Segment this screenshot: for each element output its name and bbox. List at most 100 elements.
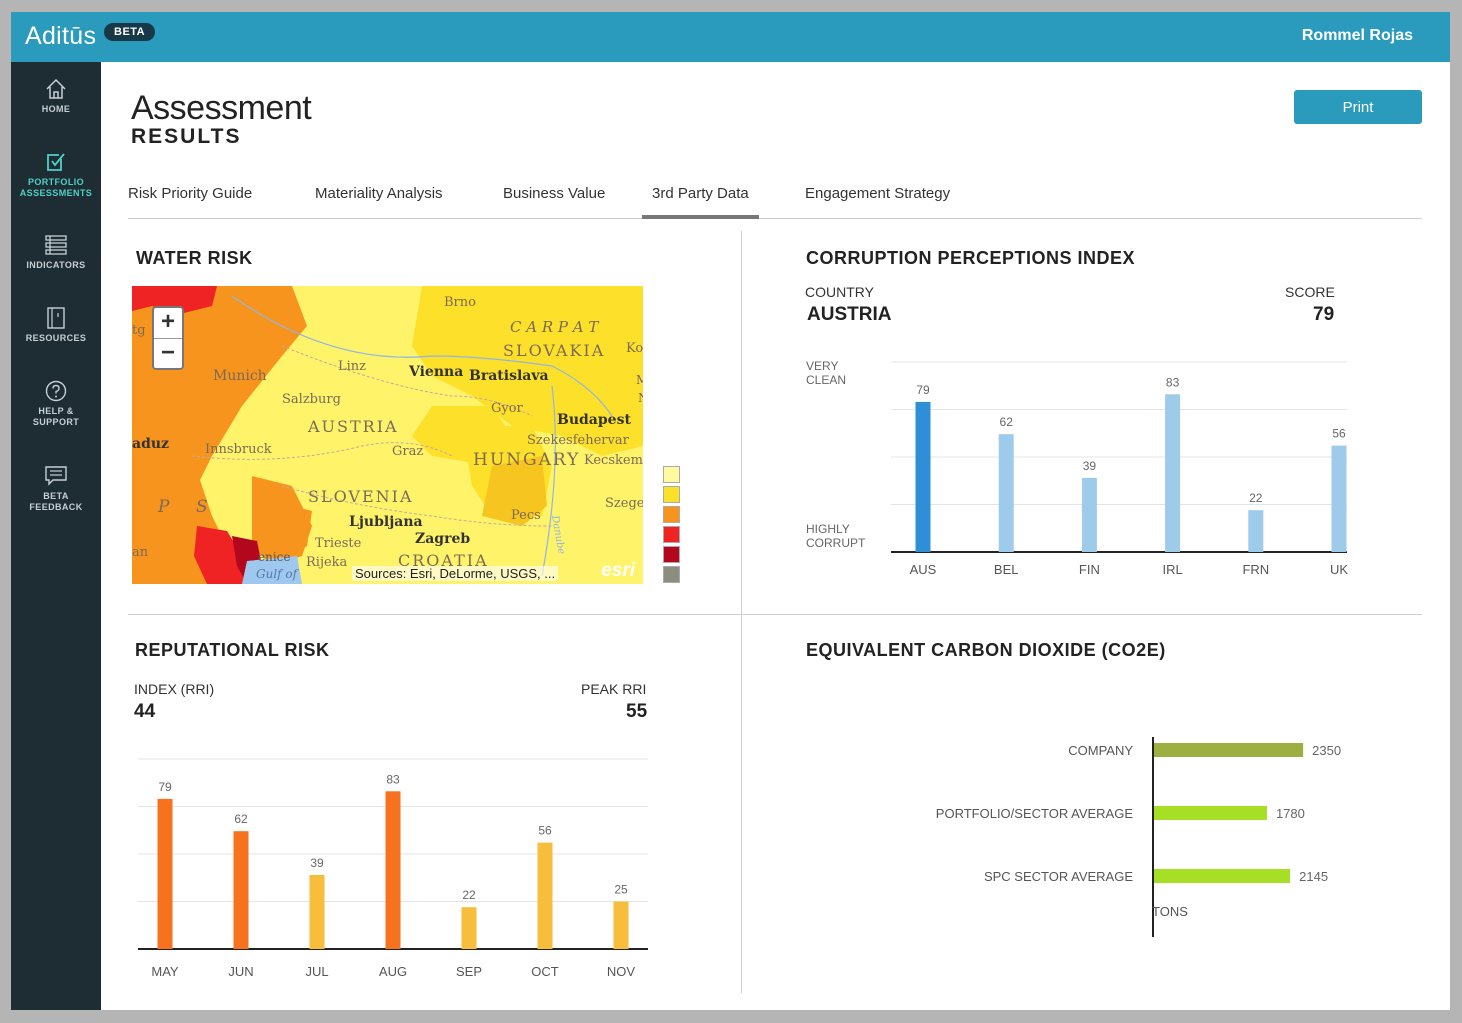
index-label: INDEX (RRI)	[134, 681, 215, 697]
vertical-divider	[741, 231, 742, 993]
map-label: M	[636, 373, 643, 387]
map-label: Ljubljana	[349, 514, 423, 530]
user-name[interactable]: Rommel Rojas	[1301, 27, 1413, 44]
tick-label: IRL	[1162, 562, 1182, 577]
sidebar-item-label: INDICATORS	[26, 260, 86, 270]
bar	[998, 434, 1014, 552]
peak-label: PEAK RRI	[581, 681, 647, 697]
map-label: enice	[258, 550, 291, 564]
sidebar-item-indicators[interactable]: INDICATORS	[11, 234, 101, 271]
sidebar-item-label: BETA	[43, 491, 69, 501]
print-button[interactable]: Print	[1294, 90, 1422, 124]
sidebar-item-label: HELP &	[38, 406, 74, 416]
data-label: 22	[462, 888, 476, 902]
legend-swatch	[663, 486, 680, 503]
map-label: Kecskeme	[584, 453, 643, 468]
map-label: an	[132, 545, 149, 560]
data-label: 62	[234, 812, 248, 826]
tick-label: AUG	[379, 964, 407, 979]
sidebar-item-help-support[interactable]: HELP & SUPPORT	[11, 380, 101, 428]
bar	[1154, 806, 1267, 820]
data-label: 39	[310, 856, 324, 870]
horizontal-divider	[128, 614, 1422, 615]
co2e-chart: COMPANY 2350 PORTFOLIO/SECTOR AVERAGE 1780 S…	[936, 737, 1341, 937]
bar	[1248, 510, 1264, 552]
tab-engagement-strategy[interactable]: Engagement Strategy	[805, 185, 951, 202]
map-label: Munich	[213, 368, 267, 384]
map-label: Vienna	[408, 364, 463, 380]
legend-swatch	[663, 526, 680, 543]
map-label: Bratislava	[469, 368, 549, 384]
app-window: Aditūs BETA Rommel Rojas HOME PORTFOLIO …	[11, 12, 1450, 1010]
data-label: 25	[614, 883, 628, 897]
country-value: AUSTRIA	[807, 304, 892, 325]
top-bar: Aditūs BETA Rommel Rojas	[11, 12, 1450, 62]
list-icon	[45, 235, 67, 255]
data-label: 83	[1166, 375, 1180, 389]
map-zoom-control: + −	[152, 306, 184, 370]
sidebar-item-resources[interactable]: RESOURCES	[11, 307, 101, 344]
score-label: SCORE	[1285, 284, 1335, 300]
tick-label: JUL	[305, 964, 328, 979]
tick-label: NOV	[607, 964, 636, 979]
score-value: 79	[1313, 304, 1335, 325]
map-label: Zagreb	[415, 531, 470, 547]
data-label: 83	[386, 772, 400, 786]
bar	[385, 791, 401, 949]
tab-materiality-analysis[interactable]: Materiality Analysis	[315, 185, 443, 202]
map-label: AUSTRIA	[307, 417, 399, 436]
zoom-in-button[interactable]: +	[160, 308, 175, 335]
sidebar-item-beta-feedback[interactable]: BETA FEEDBACK	[11, 465, 101, 513]
peak-value: 55	[626, 701, 648, 722]
bar	[1331, 445, 1347, 552]
axis-label-highly: HIGHLY	[806, 522, 850, 536]
sidebar-item-home[interactable]: HOME	[11, 78, 101, 115]
tab-business-value[interactable]: Business Value	[503, 185, 606, 202]
legend-swatch	[663, 546, 680, 563]
sidebar-item-label-2: FEEDBACK	[29, 502, 83, 512]
map-label: Gulf of	[256, 567, 300, 581]
logo[interactable]: Aditūs	[25, 22, 97, 50]
map-attribution[interactable]: Sources: Esri, DeLorme, USGS, ...	[352, 566, 559, 581]
zoom-out-button[interactable]: −	[154, 338, 182, 368]
bar	[233, 831, 249, 949]
water-risk-map[interactable]: Brno C A R P A T SLOVAKIA Ko M N Munich …	[132, 286, 643, 584]
index-value: 44	[134, 701, 156, 722]
map-label: CROATIA	[398, 551, 489, 570]
question-icon	[45, 380, 67, 402]
sidebar: HOME PORTFOLIO ASSESSMENTS INDICATORS RE…	[11, 62, 101, 1010]
book-icon	[47, 307, 65, 329]
map-label: Salzburg	[282, 392, 341, 407]
axis-label: TONS	[1152, 904, 1188, 919]
legend-swatch	[663, 466, 680, 483]
data-label: 79	[916, 383, 930, 397]
tab-risk-priority-guide[interactable]: Risk Priority Guide	[128, 185, 253, 202]
chat-icon	[45, 466, 67, 486]
map-label: Trieste	[315, 536, 362, 551]
tick-label: FRN	[1242, 562, 1269, 577]
bar	[915, 401, 931, 552]
checkbox-icon	[47, 153, 65, 171]
tick-label: FIN	[1079, 562, 1100, 577]
tick-label: OCT	[531, 964, 559, 979]
beta-badge: BETA	[104, 23, 156, 41]
map-label: Danube	[549, 514, 567, 556]
map-label: S	[196, 497, 208, 517]
map-label: Gyor	[491, 401, 524, 416]
map-label: Budapest	[557, 412, 631, 428]
cpi-title: CORRUPTION PERCEPTIONS INDEX	[806, 248, 1136, 268]
sidebar-item-portfolio-assessments[interactable]: PORTFOLIO ASSESSMENTS	[11, 151, 101, 199]
bar	[613, 901, 629, 949]
map-label: Szekesfehervar	[527, 433, 630, 448]
page-subtitle: RESULTS	[131, 125, 242, 148]
map-label: Graz	[392, 444, 423, 459]
bar	[309, 874, 325, 949]
data-label: 62	[1000, 415, 1014, 429]
reputational-title: REPUTATIONAL RISK	[135, 640, 330, 660]
tab-3rd-party-data[interactable]: 3rd Party Data	[642, 185, 759, 219]
cpi-chart: 79 AUS 62 BEL 39 FIN 83 IRL 22 FRN 56 UK	[891, 361, 1348, 577]
sidebar-item-label: HOME	[41, 104, 71, 114]
bar	[157, 798, 173, 949]
legend-swatch	[663, 566, 680, 583]
sidebar-item-label-2: ASSESSMENTS	[19, 188, 93, 198]
